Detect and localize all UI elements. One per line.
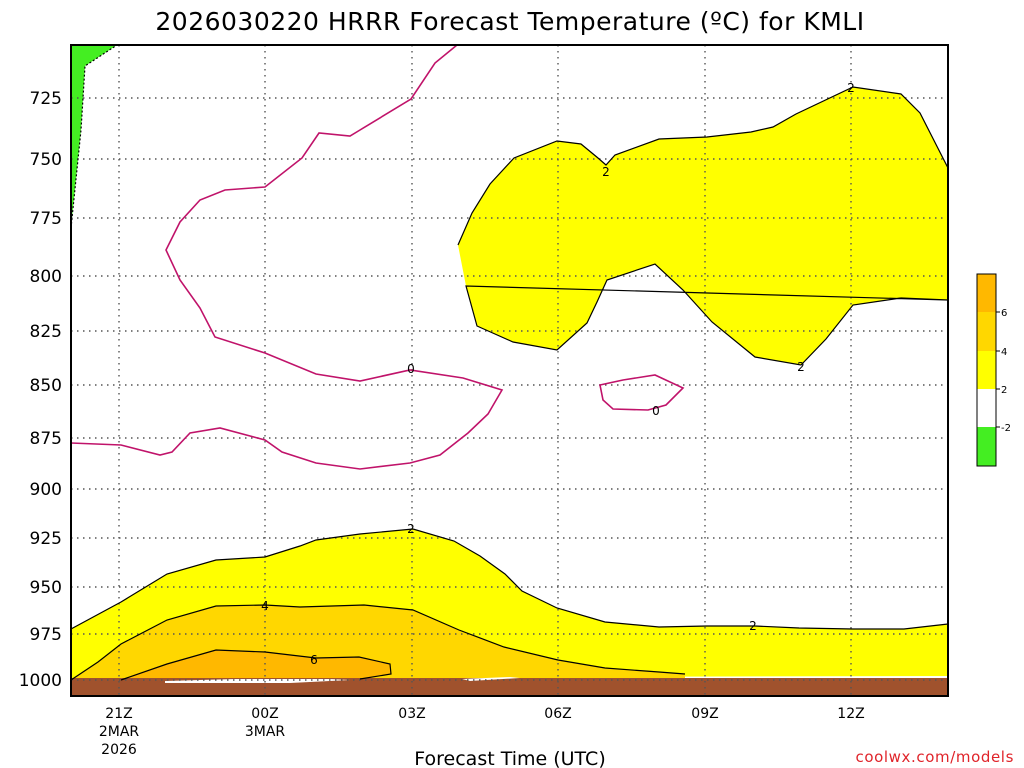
contour-label: 0 (407, 362, 415, 376)
colorbar-frame (976, 273, 997, 467)
yellow-region-upper-right (458, 87, 948, 365)
credit-link[interactable]: coolwx.com/models (856, 748, 1015, 766)
colorbar-tick-label: 6 (1001, 308, 1007, 319)
x-tick-label: 3MAR (245, 724, 286, 740)
contour-label: 2 (797, 360, 805, 374)
colorbar: 6 4 2 -2 (976, 273, 1011, 467)
plot-area: 2 2 2 0 0 2 4 6 2 (70, 44, 949, 697)
contour-label: 0 (652, 404, 660, 418)
y-tick-label: 950 (30, 578, 62, 598)
contour-2-lower-line (70, 528, 949, 630)
y-tick-label: 850 (30, 376, 62, 396)
green-region-upper-left (71, 45, 117, 228)
colorbar-band-orange (977, 274, 996, 312)
ground-fringe (165, 679, 350, 683)
colorbar-tick-label: -2 (1001, 423, 1011, 434)
contour-0-upper-line (70, 44, 504, 470)
colorbar-tick-label: 2 (1001, 385, 1007, 396)
contour-label: 4 (261, 599, 269, 613)
contour-label: 6 (310, 653, 318, 667)
x-tick-label: 06Z (544, 706, 571, 722)
contour-label: 2 (749, 619, 757, 633)
x-tick-label: 00Z (251, 706, 278, 722)
y-tick-label: 1000 (19, 671, 62, 691)
y-tick-label: 825 (30, 322, 62, 342)
y-tick-label: 725 (30, 89, 62, 109)
y-tick-label: 775 (30, 209, 62, 229)
x-tick-label: 03Z (398, 706, 425, 722)
y-tick-label: 875 (30, 429, 62, 449)
contour-label: 2 (847, 81, 855, 95)
x-axis-title: Forecast Time (UTC) (414, 748, 605, 768)
y-gridlines (71, 97, 948, 681)
y-tick-label: 800 (30, 267, 62, 287)
y-axis: 725 750 775 800 825 850 875 900 925 950 … (19, 89, 62, 691)
contour-label: 2 (407, 522, 415, 536)
colorbar-band-green (977, 427, 996, 466)
ground-fringe-right (462, 677, 520, 681)
x-tick-label: 21Z (105, 706, 132, 722)
contour-6-line (120, 649, 392, 681)
plot-frame (70, 44, 949, 697)
y-tick-label: 925 (30, 529, 62, 549)
y-tick-label: 750 (30, 150, 62, 170)
x-tick-label: 2026 (101, 742, 137, 758)
x-tick-label: 12Z (837, 706, 864, 722)
contour-2-upper-line (457, 86, 949, 366)
y-tick-label: 975 (30, 625, 62, 645)
x-tick-label: 2MAR (99, 724, 140, 740)
contour-4-line (70, 604, 686, 681)
colorbar-band-white (977, 389, 996, 427)
chart-title: 2026030220 HRRR Forecast Temperature (ºC… (155, 7, 864, 36)
x-tick-label: 09Z (691, 706, 718, 722)
contour-0-small-loop (599, 374, 685, 411)
x-axis: 21Z 2MAR 2026 00Z 3MAR 03Z 06Z 09Z 12Z (99, 706, 865, 758)
colorbar-band-yellow (977, 351, 996, 389)
colorbar-tick-label: 4 (1001, 347, 1007, 358)
contour-minus2-line (70, 44, 118, 229)
y-tick-label: 900 (30, 480, 62, 500)
contour-label: 2 (602, 165, 610, 179)
contour-label-group: 2 2 2 0 0 2 4 6 2 (261, 81, 855, 667)
colorbar-band-gold (977, 312, 996, 351)
